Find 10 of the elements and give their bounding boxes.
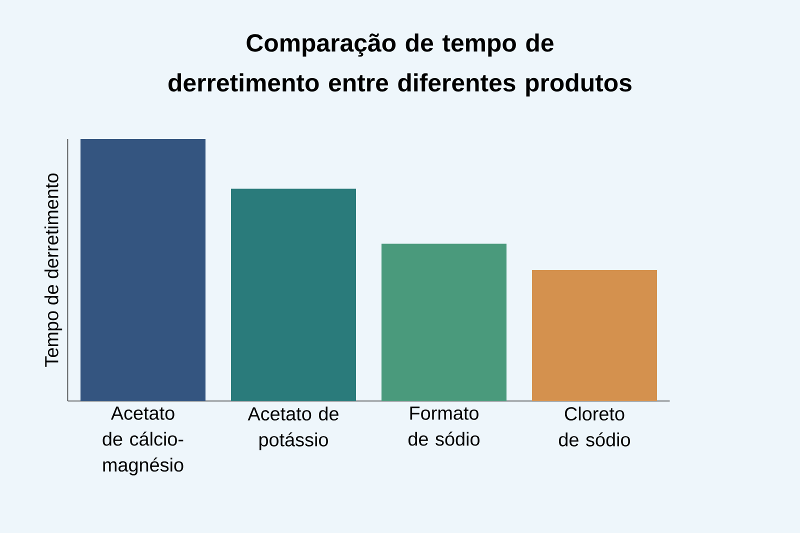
y-axis-title: Tempo de derretimento [44,174,62,367]
chart-title: Comparação de tempo de derretimento entre diferentes produtos [168,33,632,97]
x-tick-label: Formato de sódio [408,406,480,446]
x-tick-label: Cloreto de sódio [558,406,630,446]
bar [532,270,658,401]
x-tick-label: Acetato de potássio [248,406,338,450]
x-tick-label: Acetato de cálcio-magnésio [102,406,184,476]
bar [231,188,356,401]
bar [382,244,507,401]
bar [80,138,206,401]
